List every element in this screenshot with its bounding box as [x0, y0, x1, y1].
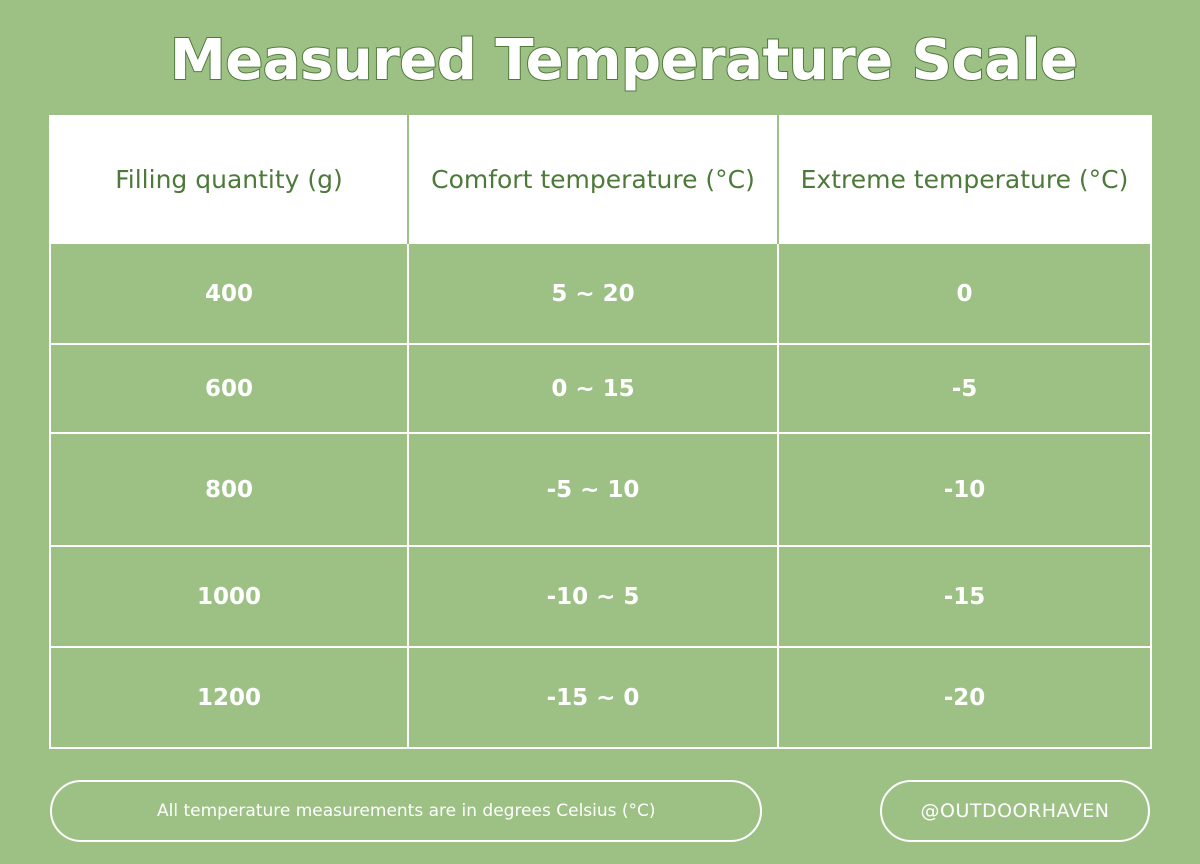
cell-extreme-temperature: 0 — [777, 242, 1152, 345]
cell-filling-quantity: 400 — [49, 242, 409, 345]
temperature-table-container: Filling quantity (g) Comfort temperature… — [49, 115, 1152, 749]
header-filling-quantity: Filling quantity (g) — [49, 115, 409, 243]
social-handle: @OUTDOORHAVEN — [880, 780, 1150, 842]
cell-filling-quantity: 1000 — [49, 545, 409, 648]
cell-filling-quantity: 600 — [49, 343, 409, 434]
header-extreme-temperature: Extreme temperature (°C) — [777, 115, 1152, 243]
cell-comfort-temperature: -10 ~ 5 — [407, 545, 779, 648]
table-row: 600 0 ~ 15 -5 — [49, 343, 1152, 434]
table-row: 400 5 ~ 20 0 — [49, 242, 1152, 345]
page-title: Measured Temperature Scale — [169, 27, 1079, 94]
cell-comfort-temperature: -15 ~ 0 — [407, 646, 779, 749]
units-note: All temperature measurements are in degr… — [50, 780, 762, 842]
cell-comfort-temperature: -5 ~ 10 — [407, 432, 779, 547]
header-comfort-temperature: Comfort temperature (°C) — [407, 115, 779, 243]
cell-extreme-temperature: -5 — [777, 343, 1152, 434]
cell-filling-quantity: 1200 — [49, 646, 409, 749]
table-row: 1000 -10 ~ 5 -15 — [49, 545, 1152, 648]
table-row: 800 -5 ~ 10 -10 — [49, 432, 1152, 547]
cell-extreme-temperature: -15 — [777, 545, 1152, 648]
table-header-row: Filling quantity (g) Comfort temperature… — [49, 115, 1152, 243]
cell-comfort-temperature: 0 ~ 15 — [407, 343, 779, 434]
table-row: 1200 -15 ~ 0 -20 — [49, 646, 1152, 749]
cell-extreme-temperature: -20 — [777, 646, 1152, 749]
cell-comfort-temperature: 5 ~ 20 — [407, 242, 779, 345]
cell-filling-quantity: 800 — [49, 432, 409, 547]
temperature-table: Filling quantity (g) Comfort temperature… — [49, 115, 1152, 749]
cell-extreme-temperature: -10 — [777, 432, 1152, 547]
